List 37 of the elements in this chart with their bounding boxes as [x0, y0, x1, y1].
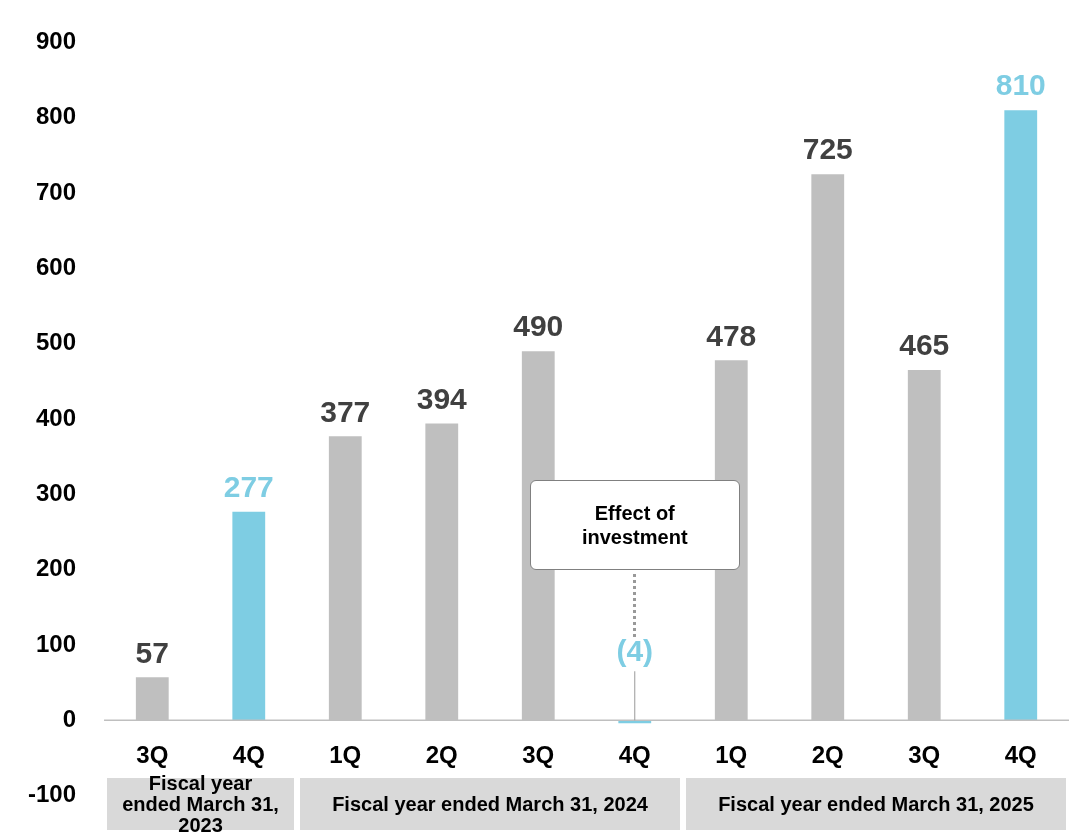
caption-box: Fiscal year ended March 31, 2025	[686, 778, 1066, 830]
x-tick-label: 4Q	[618, 740, 651, 768]
annotation: Effect of investment	[529, 479, 740, 570]
y-tick-label: 600	[35, 252, 77, 280]
data-label: 465	[899, 328, 950, 362]
y-tick-label: 100	[35, 629, 77, 657]
data-label: 394	[416, 381, 468, 415]
x-tick-label: 3Q	[908, 740, 941, 768]
data-label: 725	[802, 132, 853, 166]
annotation: Fiscal year ended March 31, 2024	[332, 792, 648, 815]
y-tick-label: 500	[35, 328, 77, 356]
data-label: 377	[320, 394, 371, 428]
x-tick-label: 4Q	[232, 740, 265, 768]
x-tick-label: 2Q	[425, 740, 458, 768]
x-tick-label: 3Q	[522, 740, 555, 768]
y-tick-label: 400	[35, 403, 77, 431]
y-tick-label: 700	[35, 177, 77, 205]
data-label: 277	[223, 469, 274, 503]
data-label: 490	[513, 309, 564, 343]
x-tick-label: 1Q	[329, 740, 362, 768]
y-tick-label: -100	[27, 780, 77, 808]
bar	[232, 511, 266, 721]
data-label: 810	[995, 68, 1046, 102]
x-tick-label: 2Q	[811, 740, 844, 768]
x-tick-label: 1Q	[715, 740, 748, 768]
y-tick-label: 200	[35, 554, 77, 582]
y-tick-label: 800	[35, 102, 77, 130]
y-tick-label: 300	[35, 478, 77, 506]
bar	[1004, 110, 1038, 721]
x-tick-label: 4Q	[1004, 740, 1037, 768]
x-tick-label: 3Q	[136, 740, 169, 768]
data-label: 478	[706, 318, 757, 352]
y-tick-label: 0	[62, 704, 77, 732]
y-tick-label: 900	[35, 27, 77, 55]
caption-box: Fiscal year ended March 31, 2024	[300, 778, 680, 830]
data-label: 57	[135, 635, 169, 669]
annotation: Fiscal year ended March 31, 2025	[718, 792, 1034, 815]
